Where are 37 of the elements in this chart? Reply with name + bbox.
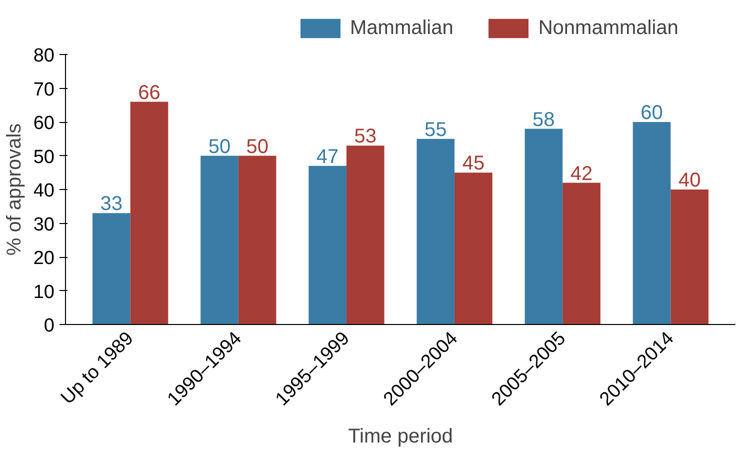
data-label: 60 [640, 102, 663, 124]
y-tick-label: 70 [33, 79, 55, 100]
legend-label: Mammalian [350, 16, 454, 40]
y-tick-label: 30 [33, 214, 55, 236]
y-tick-label: 60 [33, 113, 55, 134]
y-tick-label: 0 [44, 316, 55, 336]
y-tick-label: 50 [33, 146, 55, 168]
data-label: 53 [354, 126, 377, 148]
bar [670, 190, 708, 324]
x-axis-title: Time period [348, 426, 453, 448]
data-label: 45 [462, 152, 485, 175]
bar [200, 156, 238, 324]
bar [308, 166, 346, 324]
bar [130, 102, 168, 324]
y-tick-label: 40 [33, 180, 55, 202]
data-label: 50 [246, 136, 268, 158]
data-label: 40 [678, 170, 701, 192]
data-label: 58 [532, 108, 555, 131]
bar [92, 213, 130, 324]
data-label: 50 [208, 136, 231, 158]
bar [562, 182, 600, 324]
bar [346, 146, 384, 324]
data-label: 33 [100, 193, 123, 216]
data-label: 42 [570, 162, 593, 185]
data-label: 66 [138, 82, 160, 104]
data-label: 47 [316, 146, 339, 168]
bar [238, 156, 276, 324]
y-axis-title: % of approvals [3, 123, 26, 256]
y-tick-label: 10 [33, 282, 55, 303]
bar [524, 128, 563, 324]
legend-label: Nonmammalian [538, 16, 678, 40]
bar [416, 138, 455, 324]
y-tick-label: 20 [33, 248, 55, 269]
y-tick-label: 80 [33, 46, 55, 66]
bar [454, 172, 492, 324]
data-label: 55 [424, 118, 447, 141]
bar [632, 122, 671, 324]
